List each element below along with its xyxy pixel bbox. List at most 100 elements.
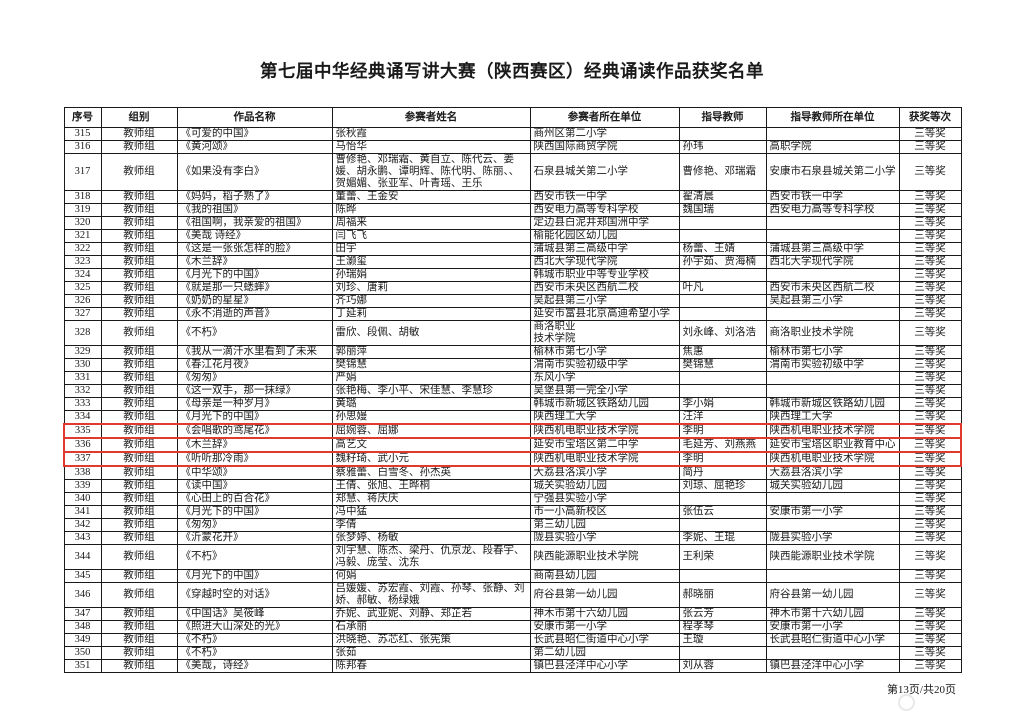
cell-group: 教师组 <box>100 216 178 230</box>
header-row: 序号 组别 作品名称 参赛者姓名 参赛者所在单位 指导教师 指导教师所在单位 获… <box>63 107 962 128</box>
cell-no: 338 <box>63 465 102 480</box>
cell-award: 三等奖 <box>898 153 962 191</box>
cell-unit: 城关实验幼儿园 <box>529 479 680 493</box>
cell-teachers: 张云芳 <box>678 607 767 621</box>
column-header-unit: 参赛者所在单位 <box>529 107 680 128</box>
cell-no: 349 <box>63 633 102 647</box>
table-row: 345 教师组 《月光下的中国》 何娟 商南县幼儿园 三等奖 <box>63 569 962 583</box>
cell-no: 335 <box>63 423 102 439</box>
cell-teachers: 杨蕾、王婧 <box>678 242 767 256</box>
cell-teachers: 刘琼、屈艳珍 <box>678 479 767 493</box>
cell-participants: 丁延莉 <box>331 307 531 321</box>
cell-award: 三等奖 <box>898 384 962 398</box>
column-header-no: 序号 <box>63 107 102 128</box>
cell-participants: 屈婉蓉、屈娜 <box>331 423 531 439</box>
cell-group: 教师组 <box>100 492 178 506</box>
cell-award: 三等奖 <box>898 410 962 425</box>
cell-teachers: 叶凡 <box>678 281 767 295</box>
cell-unit: 安康市第一小学 <box>529 620 680 634</box>
cell-title: 《木兰辞》 <box>176 437 333 453</box>
cell-participants: 何娟 <box>331 569 531 583</box>
cell-teacher-unit: 高职学院 <box>765 140 900 154</box>
cell-group: 教师组 <box>100 255 178 269</box>
cell-participants: 张秋霞 <box>331 127 531 141</box>
cell-participants: 蔡雅蕾、白雪冬、孙杰英 <box>331 465 531 480</box>
cell-teacher-unit: 陕西机电职业技术学院 <box>765 451 900 467</box>
table-row: 324 教师组 《月光下的中国》 孙瑞娟 韩城市职业中等专业学校 三等奖 <box>63 268 962 282</box>
cell-unit: 东风小学 <box>529 371 680 385</box>
cell-teacher-unit <box>765 127 900 141</box>
cell-no: 325 <box>63 281 102 295</box>
cell-award: 三等奖 <box>898 281 962 295</box>
table-row: 343 教师组 《沂蒙花开》 张梦婷、杨敏 陇县实验小学 李妮、王琨 陇县实验小学 三等奖 <box>63 531 962 545</box>
cell-award: 三等奖 <box>898 569 962 583</box>
cell-teachers <box>678 268 767 282</box>
cell-title: 《不朽》 <box>176 320 333 346</box>
cell-award: 三等奖 <box>898 294 962 308</box>
cell-teacher-unit <box>765 268 900 282</box>
cell-teachers: 曹修艳、邓瑞霜 <box>678 153 767 191</box>
cell-teacher-unit: 神木市第十六幼儿园 <box>765 607 900 621</box>
cell-title: 《月光下的中国》 <box>176 268 333 282</box>
cell-teacher-unit: 陕西理工大学 <box>765 410 900 425</box>
table-row: 344 教师组 《不朽》 刘宇慧、陈杰、梁丹、仇京龙、段春宇、冯毅、庞莹、沈东 陕西能源… <box>63 544 962 570</box>
cell-group: 教师组 <box>100 294 178 308</box>
cell-title: 《匆匆》 <box>176 518 333 532</box>
cell-teacher-unit: 蒲城县第三高级中学 <box>765 242 900 256</box>
table-row: 338 教师组 《中华颂》 蔡雅蕾、白雪冬、孙杰英 大荔县洛滨小学 简丹 大荔县洛滨小学 三等… <box>63 465 962 480</box>
cell-participants: 石承丽 <box>331 620 531 634</box>
table-row: 317 教师组 《如果没有李白》 曹修艳、邓瑞霜、黄自立、陈代云、姜媛、胡永鹏、谭明辉… <box>63 153 962 191</box>
highlighted-row: 336 教师组 《木兰辞》 高艺文 延安市宝塔区第二中学 毛延芳、刘燕燕 延安市宝塔区职业教… <box>63 437 962 453</box>
cell-unit: 韩城市职业中等专业学校 <box>529 268 680 282</box>
cell-teacher-unit: 西安市未央区西航二校 <box>765 281 900 295</box>
table-header: 序号 组别 作品名称 参赛者姓名 参赛者所在单位 指导教师 指导教师所在单位 获… <box>63 107 962 128</box>
cell-group: 教师组 <box>100 465 178 480</box>
cell-no: 326 <box>63 294 102 308</box>
cell-no: 331 <box>63 371 102 385</box>
table-row: 330 教师组 《春江花月夜》 樊锦慧 渭南市实验初级中学 樊锦慧 渭南市实验初级中学 三等奖 <box>63 358 962 372</box>
cell-participants: 孙瑞娟 <box>331 268 531 282</box>
cell-participants: 郑慧、蒋庆庆 <box>331 492 531 506</box>
cell-unit: 市一小高新校区 <box>529 505 680 519</box>
cell-award: 三等奖 <box>898 531 962 545</box>
cell-award: 三等奖 <box>898 320 962 346</box>
cell-no: 332 <box>63 384 102 398</box>
table-row: 334 教师组 《月光下的中国》 孙思嫚 陕西理工大学 汪洋 陕西理工大学 三等奖 <box>63 410 962 425</box>
column-header-participants: 参赛者姓名 <box>331 107 531 128</box>
cell-unit: 西安电力高等专科学校 <box>529 203 680 217</box>
table-row: 333 教师组 《母亲是一种岁月》 黄璐 韩城市新城区铁路幼儿园 李小娟 韩城市新城区铁路幼… <box>63 397 962 411</box>
cell-group: 教师组 <box>100 569 178 583</box>
cell-teacher-unit: 安康市第一小学 <box>765 620 900 634</box>
cell-teachers <box>678 371 767 385</box>
cell-no: 351 <box>63 659 102 673</box>
cell-teacher-unit: 陕西机电职业技术学院 <box>765 423 900 439</box>
cell-no: 345 <box>63 569 102 583</box>
cell-group: 教师组 <box>100 479 178 493</box>
cell-award: 三等奖 <box>898 358 962 372</box>
cell-teacher-unit: 城关实验幼儿园 <box>765 479 900 493</box>
highlighted-row: 337 教师组 《听听那冷雨》 魏籽琦、武小元 陕西机电职业技术学院 李明 陕西机电职业技术… <box>63 451 962 467</box>
cell-title: 《奶奶的星星》 <box>176 294 333 308</box>
cell-unit: 商南县幼儿园 <box>529 569 680 583</box>
cell-teacher-unit: 大荔县洛滨小学 <box>765 465 900 480</box>
cell-no: 350 <box>63 646 102 660</box>
table-row: 350 教师组 《不朽》 张茹 第二幼儿园 三等奖 <box>63 646 962 660</box>
cell-teacher-unit: 商洛职业技术学院 <box>765 320 900 346</box>
cell-participants: 王倩、张旭、王晔桐 <box>331 479 531 493</box>
cell-title: 《母亲是一种岁月》 <box>176 397 333 411</box>
cell-unit: 陕西国际商贸学院 <box>529 140 680 154</box>
cell-teachers: 李妮、王琨 <box>678 531 767 545</box>
cell-unit: 大荔县洛滨小学 <box>529 465 680 480</box>
cell-no: 315 <box>63 127 102 141</box>
table-row: 328 教师组 《不朽》 雷欣、段佩、胡敏 商洛职业 技术学院 刘永峰、刘洛浩 商洛职业技术… <box>63 320 962 346</box>
cell-group: 教师组 <box>100 358 178 372</box>
cell-teachers <box>678 229 767 243</box>
cell-teachers <box>678 569 767 583</box>
cell-teachers <box>678 492 767 506</box>
cell-teacher-unit <box>765 518 900 532</box>
table-body: 315 教师组 《可爱的中国》 张秋霞 商州区第二小学 三等奖 316 教师组 《黄河颂》 马怡华… <box>63 127 962 673</box>
cell-teacher-unit: 安康市石泉县城关第二小学 <box>765 153 900 191</box>
cell-no: 328 <box>63 320 102 346</box>
cell-teacher-unit: 延安市宝塔区职业教育中心 <box>765 437 900 453</box>
